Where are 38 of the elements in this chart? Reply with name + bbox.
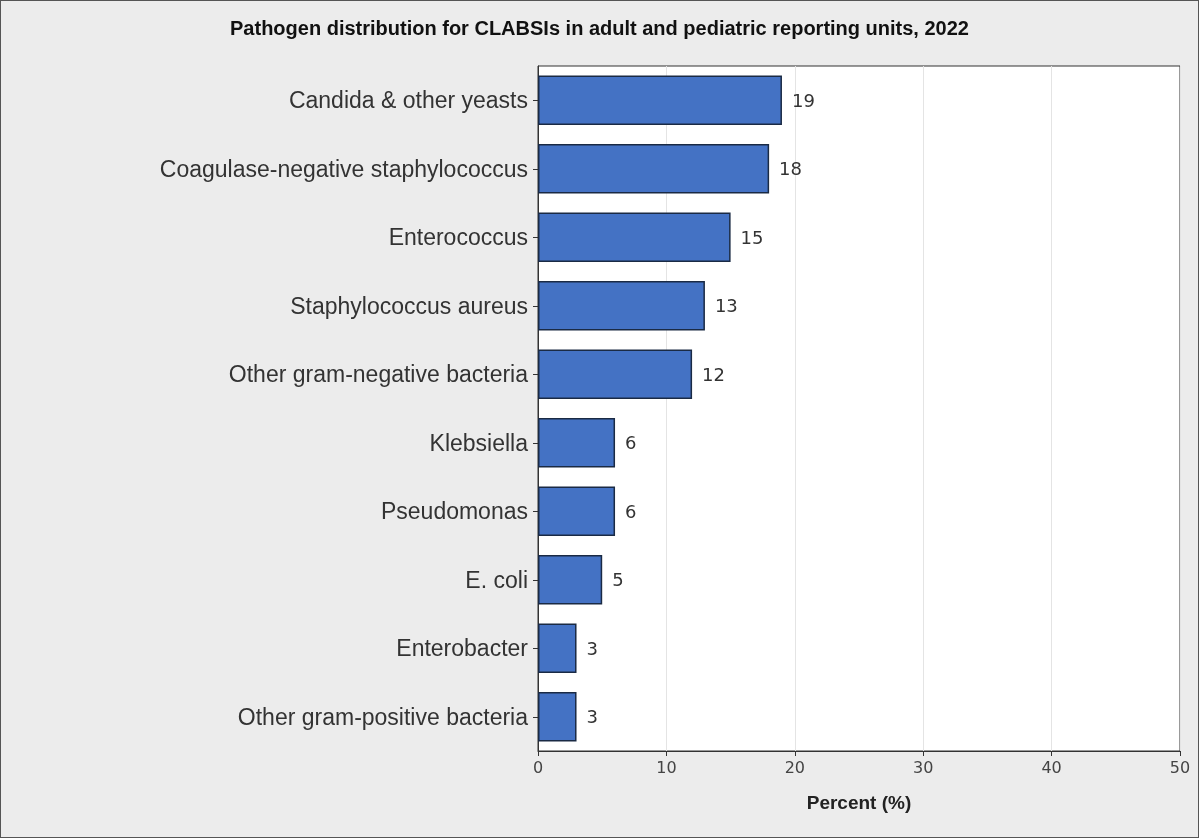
x-tick-label: 40 [1041, 757, 1062, 777]
bar [538, 212, 731, 262]
data-label: 6 [625, 500, 637, 522]
x-axis-title: Percent (%) [806, 792, 912, 813]
x-tick-label: 20 [784, 757, 805, 777]
x-tick-label: 30 [913, 757, 934, 777]
bar [538, 75, 782, 125]
bar [538, 144, 770, 194]
x-tick-label: 10 [656, 757, 677, 777]
y-tick-label: Staphylococcus aureus [290, 292, 528, 319]
x-tick-label: 0 [532, 757, 544, 777]
y-tick-label: Other gram-negative bacteria [228, 361, 529, 388]
data-label: 3 [586, 637, 598, 659]
bar [538, 623, 577, 673]
bar [538, 555, 603, 605]
bar [538, 281, 705, 331]
y-tick-label: Pseudomonas [380, 498, 528, 525]
data-label: 15 [740, 226, 764, 248]
y-tick-label: Enterococcus [388, 224, 528, 251]
data-label: 19 [791, 89, 815, 111]
bar [538, 486, 616, 536]
bar [538, 349, 693, 399]
data-label: 6 [625, 432, 637, 454]
bar [538, 692, 577, 742]
y-tick-label: Enterobacter [396, 635, 529, 662]
bar [538, 418, 616, 468]
y-tick-label: Coagulase-negative staphylococcus [159, 155, 528, 182]
y-tick-label: E. coli [465, 566, 528, 593]
y-tick-label: Klebsiella [429, 429, 529, 456]
y-tick-label: Candida & other yeasts [288, 87, 528, 114]
data-label: 3 [586, 706, 598, 728]
chart-title: Pathogen distribution for CLABSIs in adult and pediatric reporting units, 2022 [230, 17, 969, 39]
x-tick-label: 50 [1169, 757, 1191, 777]
data-label: 18 [779, 158, 803, 180]
data-label: 12 [702, 363, 725, 385]
data-label: 13 [714, 295, 738, 317]
y-tick-label: Other gram-positive bacteria [237, 703, 529, 730]
data-label: 5 [612, 569, 624, 591]
